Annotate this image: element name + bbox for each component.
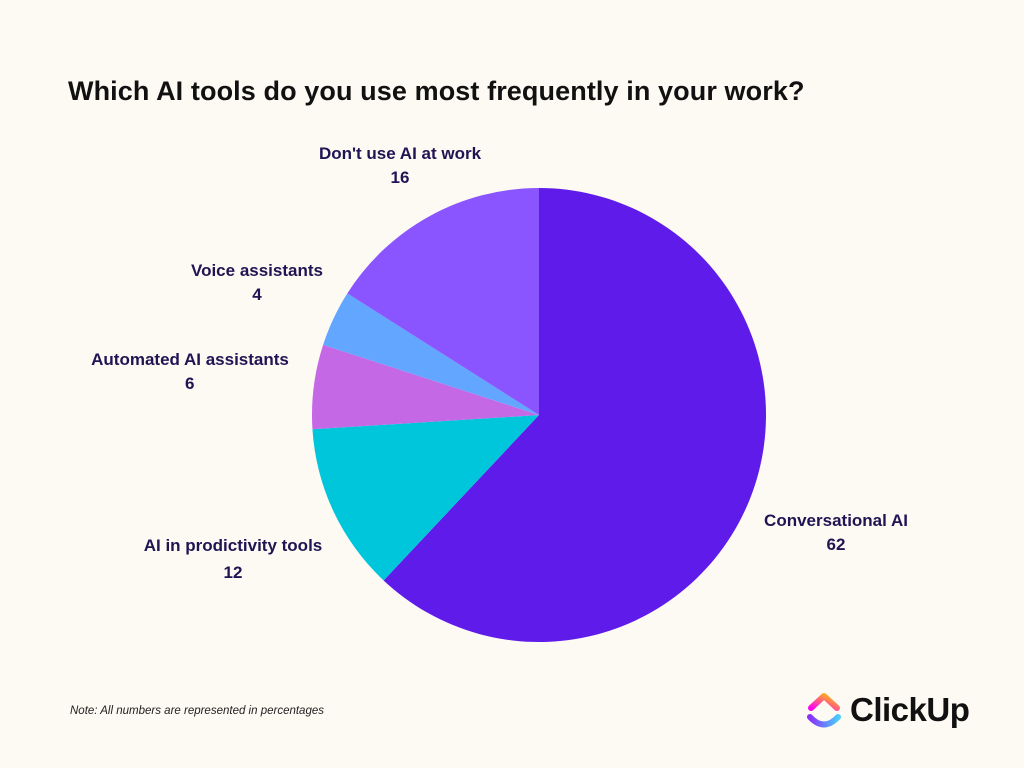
slice-label-voice-assistants: Voice assistants 4 xyxy=(176,259,338,307)
slice-label-ai-productivity-tools: AI in prodictivity tools 12 xyxy=(122,534,344,585)
slice-value: 62 xyxy=(826,535,846,554)
slice-label-dont-use-ai: Don't use AI at work 16 xyxy=(298,142,502,190)
slice-value: 16 xyxy=(390,168,410,187)
brand-logo: ClickUp xyxy=(806,688,970,732)
footnote: Note: All numbers are represented in per… xyxy=(70,705,324,717)
slice-value: 12 xyxy=(223,563,243,582)
brand-name: ClickUp xyxy=(850,691,970,728)
pie-slice-voice-assistants xyxy=(323,293,539,415)
slice-value: 6 xyxy=(185,374,195,393)
slice-value: 4 xyxy=(252,285,262,304)
slice-label-conversational-ai: Conversational AI 62 xyxy=(751,509,921,557)
slice-label-automated-ai-assistants: Automated AI assistants 6 xyxy=(70,348,310,396)
pie-slice-automated-ai-assistants xyxy=(312,344,539,430)
pie-slice-conversational-ai xyxy=(383,188,766,642)
slice-label-text: Conversational AI xyxy=(764,511,908,530)
slice-label-text: Don't use AI at work xyxy=(318,144,482,163)
chart-title: Which AI tools do you use most frequentl… xyxy=(68,76,805,106)
slice-label-text: AI in prodictivity tools xyxy=(143,536,323,555)
pie-slice-ai-in-prodictivity-tools xyxy=(312,415,539,581)
slice-label-text: Voice assistants xyxy=(191,261,323,280)
clickup-logo-icon xyxy=(807,693,841,728)
slice-label-text: Automated AI assistants xyxy=(91,350,289,369)
pie-slice-don-t-use-ai-at-work xyxy=(347,188,539,415)
